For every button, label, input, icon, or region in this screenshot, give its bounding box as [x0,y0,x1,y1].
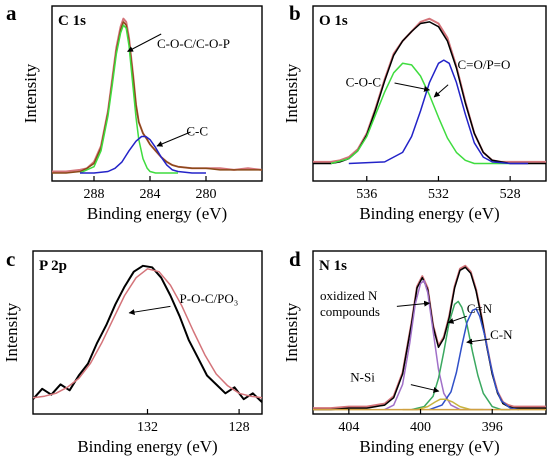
x-tick-label: 132 [137,420,158,435]
series-c-o-p-o [348,59,529,165]
annotation-label: C-C [186,124,208,139]
annotation-arrow [128,305,171,316]
annotation-label: C-O-C [346,75,381,90]
x-tick-label: 528 [500,187,521,202]
annotation-label: C=N [467,301,493,316]
x-tick-label: 284 [140,187,161,202]
panel-letter: b [289,1,301,25]
annotation-label: compounds [320,304,380,319]
x-axis-label: Binding energy (eV) [359,437,499,456]
y-axis-label: Intensity [2,302,21,362]
annotation-label: C=O/P=O [457,57,510,72]
panel-d: 404 400 396 N 1s d Binding energy (eV) Intensi… [282,247,547,456]
series-envelope [313,21,546,165]
panel-c: 132 128 P 2p c Binding energy (eV) Intensity P… [2,247,263,456]
x-tick-label: 400 [410,420,431,435]
annotation-arrow [396,300,431,307]
annotation-arrow [410,384,440,393]
panel-title: O 1s [319,13,348,29]
annotation-label: P-O-C/PO₃ [180,291,239,306]
x-axis-label: Binding energy (eV) [77,437,217,456]
x-tick-label: 404 [338,420,359,435]
x-tick-label: 280 [196,187,217,202]
panel-letter: a [6,1,17,25]
series-c-o-c [330,62,511,165]
series-c-c [80,135,206,174]
x-tick-label: 396 [482,420,503,435]
series-raw [32,264,263,403]
x-tick-label: 128 [229,420,250,435]
annotation-label: N-Si [350,369,375,384]
plot-frame [312,250,547,415]
series-n-si [402,398,484,411]
panel-title: C 1s [58,13,86,29]
annotation-arrow [433,84,449,98]
panel-letter: d [289,247,301,271]
annotation-arrow [127,33,162,52]
panel-title: P 2p [39,258,67,274]
series-c-o-c-c-o-p [79,24,178,174]
annotation-label: C-N [490,327,513,342]
panel-b: 536 532 528 O 1s b Binding energy (eV) Intensi… [282,1,547,223]
x-tick-label: 288 [84,187,105,202]
panel-title: N 1s [319,258,347,274]
series-raw [313,17,546,163]
annotation-label: oxidized N [320,288,378,303]
x-tick-label: 532 [428,187,449,202]
y-axis-label: Intensity [282,63,301,123]
panel-a: 288 284 280 C 1s a Binding energy (eV) Intensi… [6,1,263,223]
y-axis-label: Intensity [21,63,40,123]
x-axis-label: Binding energy (eV) [87,204,227,223]
plot-frame [51,5,263,182]
plot-frame [312,5,547,182]
series-c-n [411,300,511,411]
annotation-arrow [447,315,467,324]
annotation-label: C-O-C/C-O-P [157,36,230,51]
x-axis-label: Binding energy (eV) [359,204,499,223]
annotation-arrow [466,338,491,345]
series-fit [32,268,263,399]
panel-letter: c [6,247,15,271]
annotation-arrow [394,82,431,92]
annotation-arrow [156,131,191,147]
series-envelope [52,21,262,174]
x-tick-label: 536 [356,187,377,202]
series-oxidized-n-compounds [384,279,493,411]
series-c-n [429,308,520,411]
y-axis-label: Intensity [282,302,301,362]
